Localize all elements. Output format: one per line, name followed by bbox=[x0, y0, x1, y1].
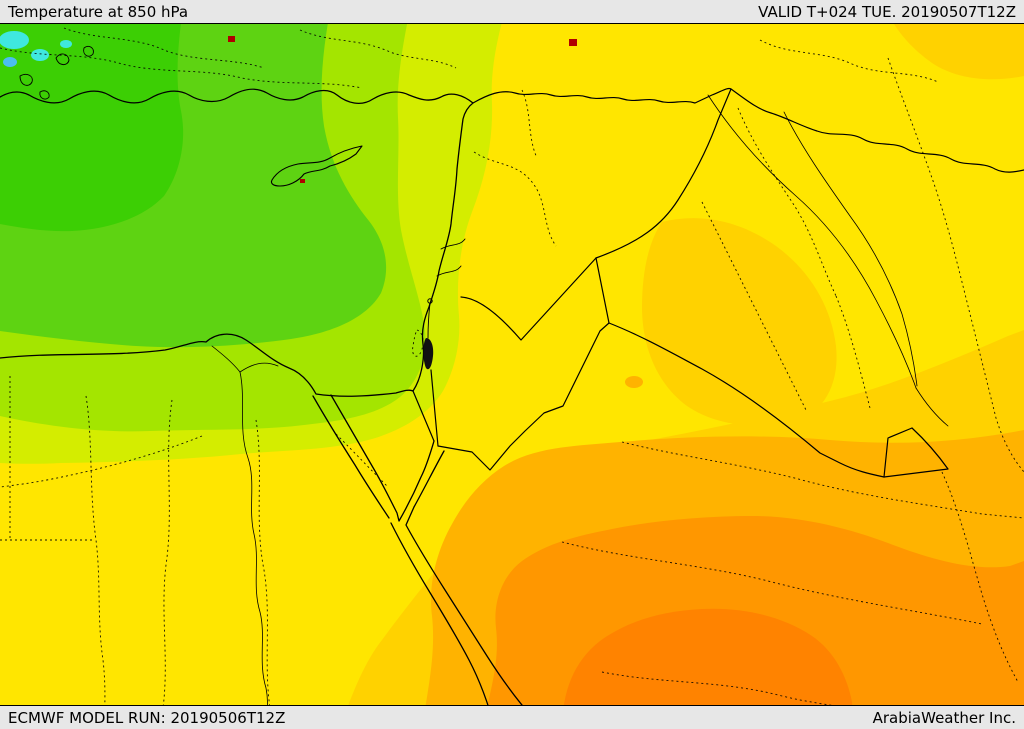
coastline-mediterranean bbox=[0, 88, 474, 397]
border-syria-iraq bbox=[595, 88, 732, 259]
lake-outline bbox=[83, 45, 94, 57]
admin-line-turkey bbox=[759, 39, 939, 83]
border-iraq-saudi bbox=[608, 322, 885, 478]
cold-spot bbox=[0, 31, 29, 49]
admin-line-syria bbox=[473, 151, 557, 247]
border-syria-jordan bbox=[460, 257, 597, 341]
admin-line-saudi bbox=[621, 441, 1024, 519]
lake-outline bbox=[55, 53, 70, 66]
brand-label: ArabiaWeather Inc. bbox=[872, 708, 1016, 727]
city-mark bbox=[300, 179, 305, 183]
coastline-sinai bbox=[330, 394, 435, 522]
border-lebanon-syria bbox=[440, 238, 466, 250]
river-nile-delta-branch bbox=[239, 362, 279, 373]
admin-line-egypt bbox=[255, 419, 273, 721]
coastlines bbox=[0, 45, 559, 729]
admin-line-iran bbox=[887, 57, 1024, 473]
admin-line-iraq bbox=[737, 107, 837, 297]
admin-line-saudi bbox=[941, 471, 1019, 683]
map-marks bbox=[228, 36, 577, 183]
coastline-red-sea-west bbox=[390, 522, 496, 729]
lake-spot bbox=[3, 57, 17, 67]
river-euphrates bbox=[707, 94, 917, 389]
border-jordan-river bbox=[427, 302, 431, 339]
border-jordan-iraq bbox=[595, 257, 610, 324]
border-israel-jordan bbox=[430, 369, 439, 447]
admin-line-syria bbox=[521, 89, 538, 159]
admin-line-egypt bbox=[161, 399, 173, 716]
border-turkey-iraq-iran bbox=[730, 88, 1024, 173]
border-jordan-saudi bbox=[437, 322, 610, 471]
cold-spot bbox=[31, 49, 49, 61]
city-mark bbox=[228, 36, 235, 42]
river-tigris bbox=[783, 111, 918, 387]
river-nile bbox=[239, 371, 269, 729]
admin-line-turkey bbox=[63, 27, 265, 69]
status-bar: ECMWF MODEL RUN: 20190506T12Z ArabiaWeat… bbox=[0, 705, 1024, 729]
temp-band-green-deep bbox=[0, 0, 184, 232]
coast-kuwait bbox=[883, 427, 949, 478]
river-shatt-al-arab bbox=[915, 387, 949, 427]
cold-spot bbox=[60, 40, 72, 48]
border-egypt-israel bbox=[412, 390, 435, 442]
model-run-label: ECMWF MODEL RUN: 20190506T12Z bbox=[8, 708, 286, 727]
island-outline bbox=[39, 90, 50, 100]
admin-line-turkey bbox=[299, 29, 457, 69]
temp-spot-warm-jordan bbox=[625, 376, 643, 388]
city-mark bbox=[569, 39, 577, 46]
temp-spots-cold bbox=[0, 31, 72, 67]
coastline-cyprus bbox=[270, 145, 363, 187]
map-title: Temperature at 850 hPa bbox=[8, 2, 189, 21]
valid-time-label: VALID T+024 TUE. 20190507T12Z bbox=[758, 2, 1016, 21]
island-outline bbox=[19, 73, 33, 86]
admin-line-west-bank bbox=[412, 329, 424, 357]
country-borders bbox=[412, 87, 1024, 478]
border-turkey-syria bbox=[472, 87, 732, 104]
river-nile-delta-branch bbox=[211, 345, 241, 373]
title-bar: Temperature at 850 hPa VALID T+024 TUE. … bbox=[0, 0, 1024, 24]
temp-band-orange-deep bbox=[562, 608, 854, 729]
rivers bbox=[211, 94, 949, 729]
admin-line-saudi bbox=[561, 541, 983, 625]
border-lebanon-israel bbox=[436, 265, 462, 277]
border-kuwait bbox=[883, 427, 913, 478]
dead-sea bbox=[423, 338, 434, 370]
admin-line-iraq bbox=[701, 201, 807, 411]
coastline-gulf-of-suez bbox=[312, 395, 390, 519]
